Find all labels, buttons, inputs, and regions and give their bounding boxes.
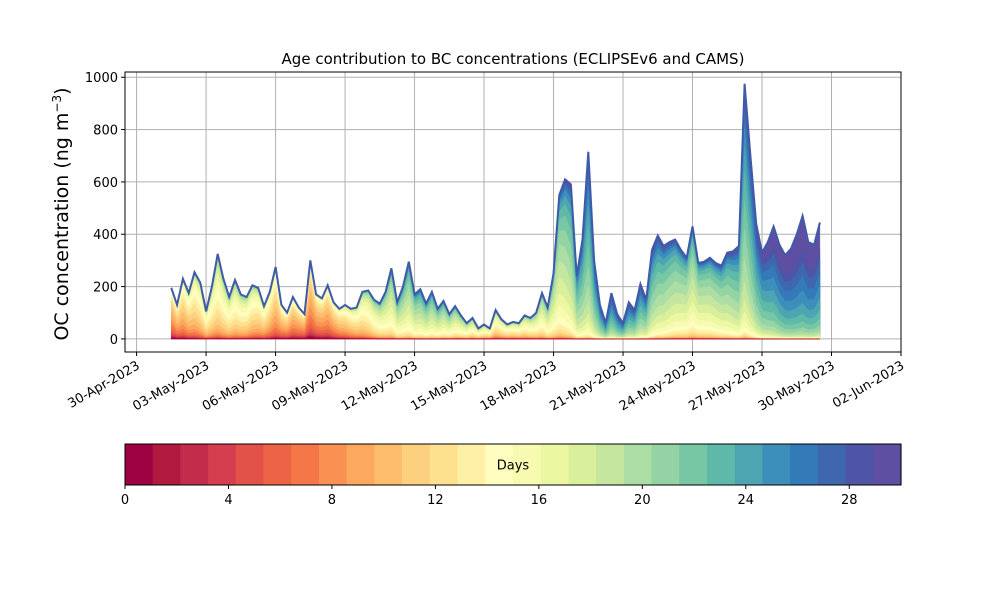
colorbar-segment (734, 444, 764, 485)
colorbar-segment (457, 444, 486, 485)
total-series-line (170, 83, 821, 330)
colorbar-segment (540, 444, 570, 485)
colorbar-tick-label: 16 (531, 493, 548, 508)
y-axis-label-close: ) (51, 87, 73, 94)
colorbar-segment (485, 444, 514, 485)
colorbar-segment (707, 444, 736, 485)
stacked-area-layers (171, 83, 821, 340)
colorbar-segment (402, 444, 431, 485)
y-tick-label: 0 (110, 333, 118, 348)
colorbar-segment (263, 444, 292, 485)
colorbar-segment (873, 444, 902, 485)
x-tick-label: 24-May-2023 (617, 358, 699, 414)
colorbar-tick-label: 24 (738, 493, 755, 508)
x-tick-label: 21-May-2023 (547, 358, 629, 414)
x-tick-label: 02-Jun-2023 (830, 358, 907, 411)
y-tick-label: 200 (93, 281, 118, 296)
colorbar-segment (762, 444, 791, 485)
colorbar: Days 0 4 8 12 16 20 24 28 (121, 443, 902, 508)
y-tick-label: 400 (93, 228, 118, 243)
y-tick-label: 800 (93, 124, 118, 139)
colorbar-segment (374, 444, 403, 485)
x-tick-label: 09-May-2023 (269, 358, 351, 414)
colorbar-segment (152, 444, 182, 485)
plot-frame (124, 71, 902, 353)
colorbar-frame (124, 443, 902, 486)
colorbar-segment (291, 444, 320, 485)
y-axis-label-main: OC concentration (ng m (51, 113, 73, 341)
colorbar-segment (817, 444, 847, 485)
colorbar-segment (513, 444, 542, 485)
y-axis-label-superscript: −3 (50, 95, 64, 113)
colorbar-segment (623, 444, 653, 485)
colorbar-tick-label: 4 (224, 493, 232, 508)
colorbar-segment (568, 444, 597, 485)
colorbar-segment (679, 444, 708, 485)
colorbar-segment (180, 444, 209, 485)
x-tick-label: 03-May-2023 (130, 358, 212, 414)
colorbar-tick-label: 8 (328, 493, 336, 508)
colorbar-tick-label: 20 (634, 493, 651, 508)
colorbar-segment (346, 444, 376, 485)
colorbar-segment (596, 444, 625, 485)
colorbar-segment (845, 444, 874, 485)
chart-title: Age contribution to BC concentrations (E… (282, 50, 745, 68)
colorbar-segment (319, 444, 348, 485)
colorbar-tick-label: 28 (841, 493, 858, 508)
colorbar-tick-label: 0 (121, 493, 129, 508)
colorbar-segment (208, 444, 237, 485)
x-tick-label: 27-May-2023 (686, 358, 768, 414)
y-axis: 0 200 400 600 800 1000 (85, 71, 125, 348)
area-layer-day-0 (171, 336, 820, 340)
colorbar-segment (125, 444, 154, 485)
colorbar-label: Days (497, 459, 530, 474)
x-axis: 30-Apr-202303-May-202306-May-202309-May-… (65, 352, 907, 414)
y-tick-label: 600 (93, 176, 118, 191)
colorbar-segment (651, 444, 680, 485)
x-tick-label: 06-May-2023 (200, 358, 282, 414)
y-axis-label: OC concentration (ng m−3) (50, 87, 73, 340)
x-tick-label: 30-May-2023 (756, 358, 838, 414)
x-tick-label: 18-May-2023 (478, 358, 560, 414)
colorbar-segment (790, 444, 819, 485)
x-tick-label: 12-May-2023 (339, 358, 421, 414)
y-tick-label: 1000 (85, 71, 118, 86)
colorbar-tick-label: 12 (427, 493, 444, 508)
colorbar-segment (235, 444, 265, 485)
x-tick-label: 15-May-2023 (408, 358, 490, 414)
colorbar-segment (429, 444, 459, 485)
